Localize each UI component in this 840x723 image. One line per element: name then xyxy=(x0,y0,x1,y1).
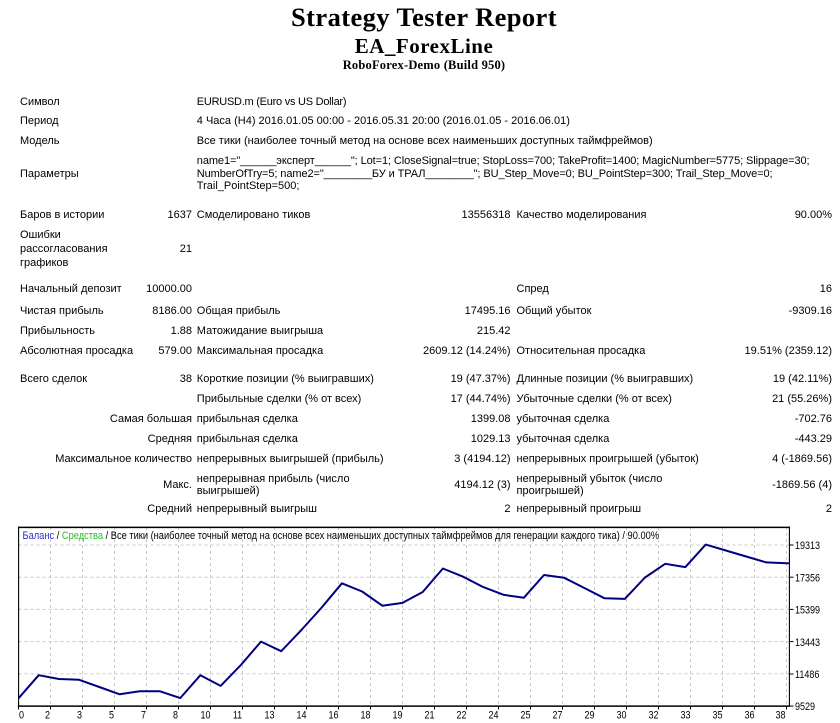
svg-text:13: 13 xyxy=(264,710,274,722)
svg-text:14: 14 xyxy=(296,710,306,722)
svg-text:24: 24 xyxy=(488,710,498,722)
svg-text:11: 11 xyxy=(233,710,243,722)
svg-text:19313: 19313 xyxy=(795,540,820,552)
svg-text:22: 22 xyxy=(456,710,466,722)
svg-text:17356: 17356 xyxy=(795,573,820,585)
svg-text:8: 8 xyxy=(173,710,178,722)
svg-text:33: 33 xyxy=(680,710,690,722)
svg-text:35: 35 xyxy=(712,710,722,722)
svg-text:11486: 11486 xyxy=(795,669,820,681)
svg-text:38: 38 xyxy=(775,710,785,722)
svg-text:10: 10 xyxy=(200,710,210,722)
svg-text:5: 5 xyxy=(109,710,114,722)
svg-text:3: 3 xyxy=(77,710,82,722)
svg-text:Баланс / Средства / Все тики (: Баланс / Средства / Все тики (наиболее т… xyxy=(23,529,660,542)
svg-text:15399: 15399 xyxy=(795,605,820,617)
svg-text:7: 7 xyxy=(141,710,146,722)
svg-text:13443: 13443 xyxy=(795,637,820,649)
svg-text:18: 18 xyxy=(360,710,370,722)
svg-text:2: 2 xyxy=(45,710,50,722)
svg-text:9529: 9529 xyxy=(795,701,815,713)
svg-text:16: 16 xyxy=(328,710,338,722)
svg-text:32: 32 xyxy=(648,710,658,722)
svg-text:21: 21 xyxy=(424,710,434,722)
svg-text:36: 36 xyxy=(744,710,754,722)
svg-text:25: 25 xyxy=(520,710,530,722)
svg-text:29: 29 xyxy=(584,710,594,722)
svg-text:19: 19 xyxy=(392,710,402,722)
svg-text:0: 0 xyxy=(19,710,24,722)
svg-text:30: 30 xyxy=(616,710,626,722)
svg-text:27: 27 xyxy=(552,710,562,722)
